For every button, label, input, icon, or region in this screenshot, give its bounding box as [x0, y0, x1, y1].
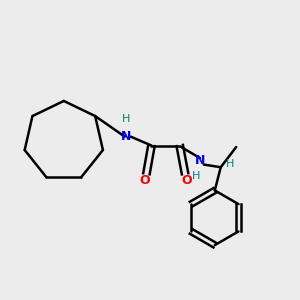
Text: O: O [140, 174, 150, 187]
Text: N: N [195, 154, 205, 167]
Text: H: H [192, 171, 201, 181]
Text: O: O [181, 174, 192, 187]
Text: N: N [121, 130, 131, 143]
Text: H: H [122, 114, 130, 124]
Text: H: H [226, 159, 234, 169]
